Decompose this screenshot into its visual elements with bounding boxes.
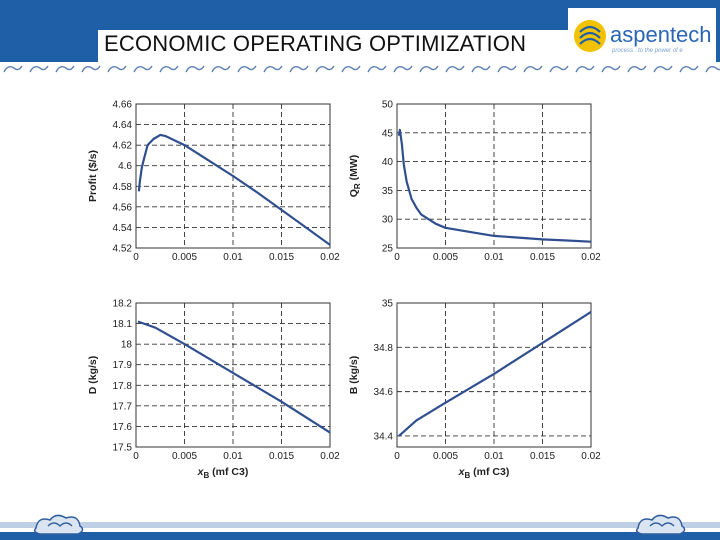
x-tick-label: 0.015 bbox=[269, 252, 294, 263]
x-tick-label: 0.01 bbox=[484, 252, 504, 263]
pattern-swirl bbox=[315, 65, 335, 73]
x-tick-label: 0 bbox=[394, 252, 400, 263]
aspentech-logo: aspentech process . to the power of e bbox=[568, 8, 716, 64]
series-line bbox=[137, 320, 331, 434]
pattern-swirl bbox=[419, 65, 439, 73]
y-tick-label: 25 bbox=[382, 244, 394, 255]
pattern-swirl bbox=[497, 65, 517, 73]
pattern-swirl bbox=[289, 65, 309, 73]
pattern-swirl bbox=[159, 65, 179, 73]
y-tick-label: 4.6 bbox=[118, 161, 132, 172]
pattern-swirl bbox=[237, 65, 257, 73]
x-tick-label: 0.005 bbox=[172, 252, 197, 263]
pattern-swirl bbox=[445, 65, 465, 73]
logo-swirl-icon bbox=[574, 20, 606, 52]
x-tick-label: 0.01 bbox=[223, 252, 243, 263]
y-axis-label: QR (MW) bbox=[348, 155, 362, 198]
y-axis-label: B (kg/s) bbox=[348, 356, 360, 395]
x-axis-label: xB (mf C3) bbox=[458, 466, 510, 480]
x-tick-label: 0.005 bbox=[172, 451, 197, 462]
y-axis-label: Profit ($/s) bbox=[87, 150, 99, 202]
pattern-swirl bbox=[549, 65, 569, 73]
y-tick-label: 34.4 bbox=[374, 431, 394, 442]
pattern-swirl bbox=[367, 65, 387, 73]
decorative-pattern-band bbox=[0, 62, 720, 76]
pattern-swirl bbox=[81, 65, 101, 73]
y-axis-label: D (kg/s) bbox=[87, 356, 99, 395]
title-background bbox=[98, 30, 568, 62]
y-tick-label: 17.9 bbox=[113, 360, 133, 371]
footer-cloud-icon-right bbox=[635, 514, 686, 535]
x-tick-label: 0.01 bbox=[484, 451, 504, 462]
series-line bbox=[137, 133, 331, 246]
y-tick-label: 18.2 bbox=[113, 299, 133, 310]
x-tick-label: 0.015 bbox=[530, 451, 555, 462]
pattern-swirl bbox=[393, 65, 413, 73]
series-line bbox=[397, 128, 592, 243]
chart-grid: 0 0.005 0.01 0.015 0.02 4.52 4.54 4.56 4.58 4.6 4.… bbox=[87, 100, 601, 481]
y-tick-label: 4.62 bbox=[113, 141, 133, 152]
footer-band bbox=[0, 522, 720, 528]
y-tick-label: 17.6 bbox=[113, 422, 133, 433]
x-tick-label: 0 bbox=[133, 451, 139, 462]
logo-text: aspentech bbox=[610, 22, 712, 47]
y-tick-label: 40 bbox=[382, 157, 394, 168]
pattern-swirl bbox=[133, 65, 153, 73]
logo-tagline: process . to the power of e bbox=[612, 48, 683, 54]
x-tick-label: 0 bbox=[133, 252, 139, 263]
x-tick-label: 0.02 bbox=[581, 451, 601, 462]
y-tick-label: 50 bbox=[382, 100, 394, 111]
y-tick-label: 34.6 bbox=[374, 387, 394, 398]
pattern-swirl bbox=[653, 65, 673, 73]
pattern-swirl bbox=[679, 65, 699, 73]
y-tick-label: 18 bbox=[121, 340, 133, 351]
y-tick-label: 35 bbox=[382, 299, 394, 310]
pattern-swirl bbox=[3, 65, 23, 73]
x-tick-label: 0.02 bbox=[320, 451, 340, 462]
pattern-swirl bbox=[29, 65, 49, 73]
pattern-swirl bbox=[55, 65, 75, 73]
pattern-swirl bbox=[523, 65, 543, 73]
x-tick-label: 0.005 bbox=[433, 451, 458, 462]
pattern-swirl bbox=[601, 65, 621, 73]
y-tick-label: 34.8 bbox=[374, 343, 394, 354]
y-tick-label: 17.8 bbox=[113, 381, 133, 392]
pattern-swirl bbox=[107, 65, 127, 73]
x-tick-label: 0.005 bbox=[433, 252, 458, 263]
y-tick-label: 4.54 bbox=[113, 223, 133, 234]
pattern-swirl bbox=[341, 65, 361, 73]
x-tick-label: 0.02 bbox=[320, 252, 340, 263]
y-tick-label: 35 bbox=[382, 186, 394, 197]
x-tick-label: 0.015 bbox=[269, 451, 294, 462]
x-tick-label: 0.02 bbox=[581, 252, 601, 263]
x-tick-label: 0.01 bbox=[223, 451, 243, 462]
slide-title: ECONOMIC OPERATING OPTIMIZATION bbox=[104, 31, 527, 56]
footer-band-dark bbox=[0, 532, 720, 540]
series-line bbox=[398, 310, 592, 437]
x-tick-label: 0.015 bbox=[530, 252, 555, 263]
y-tick-label: 17.5 bbox=[113, 443, 133, 454]
x-tick-label: 0 bbox=[394, 451, 400, 462]
y-tick-label: 4.66 bbox=[113, 100, 133, 111]
pattern-swirl bbox=[471, 65, 491, 73]
pattern-swirl bbox=[211, 65, 231, 73]
x-axis-label: xB (mf C3) bbox=[197, 466, 249, 480]
y-tick-label: 45 bbox=[382, 128, 394, 139]
footer bbox=[0, 508, 720, 540]
y-tick-label: 18.1 bbox=[113, 319, 133, 330]
y-tick-label: 4.58 bbox=[113, 182, 133, 193]
y-tick-label: 30 bbox=[382, 215, 394, 226]
y-tick-label: 4.56 bbox=[113, 202, 133, 213]
pattern-swirl bbox=[627, 65, 647, 73]
y-tick-label: 17.7 bbox=[113, 401, 133, 412]
pattern-swirl bbox=[185, 65, 205, 73]
y-tick-label: 4.64 bbox=[113, 120, 133, 131]
pattern-swirl bbox=[705, 65, 720, 73]
pattern-swirl bbox=[263, 65, 283, 73]
footer-cloud-icon-left bbox=[33, 514, 84, 535]
pattern-swirl bbox=[575, 65, 595, 73]
y-tick-label: 4.52 bbox=[113, 244, 133, 255]
